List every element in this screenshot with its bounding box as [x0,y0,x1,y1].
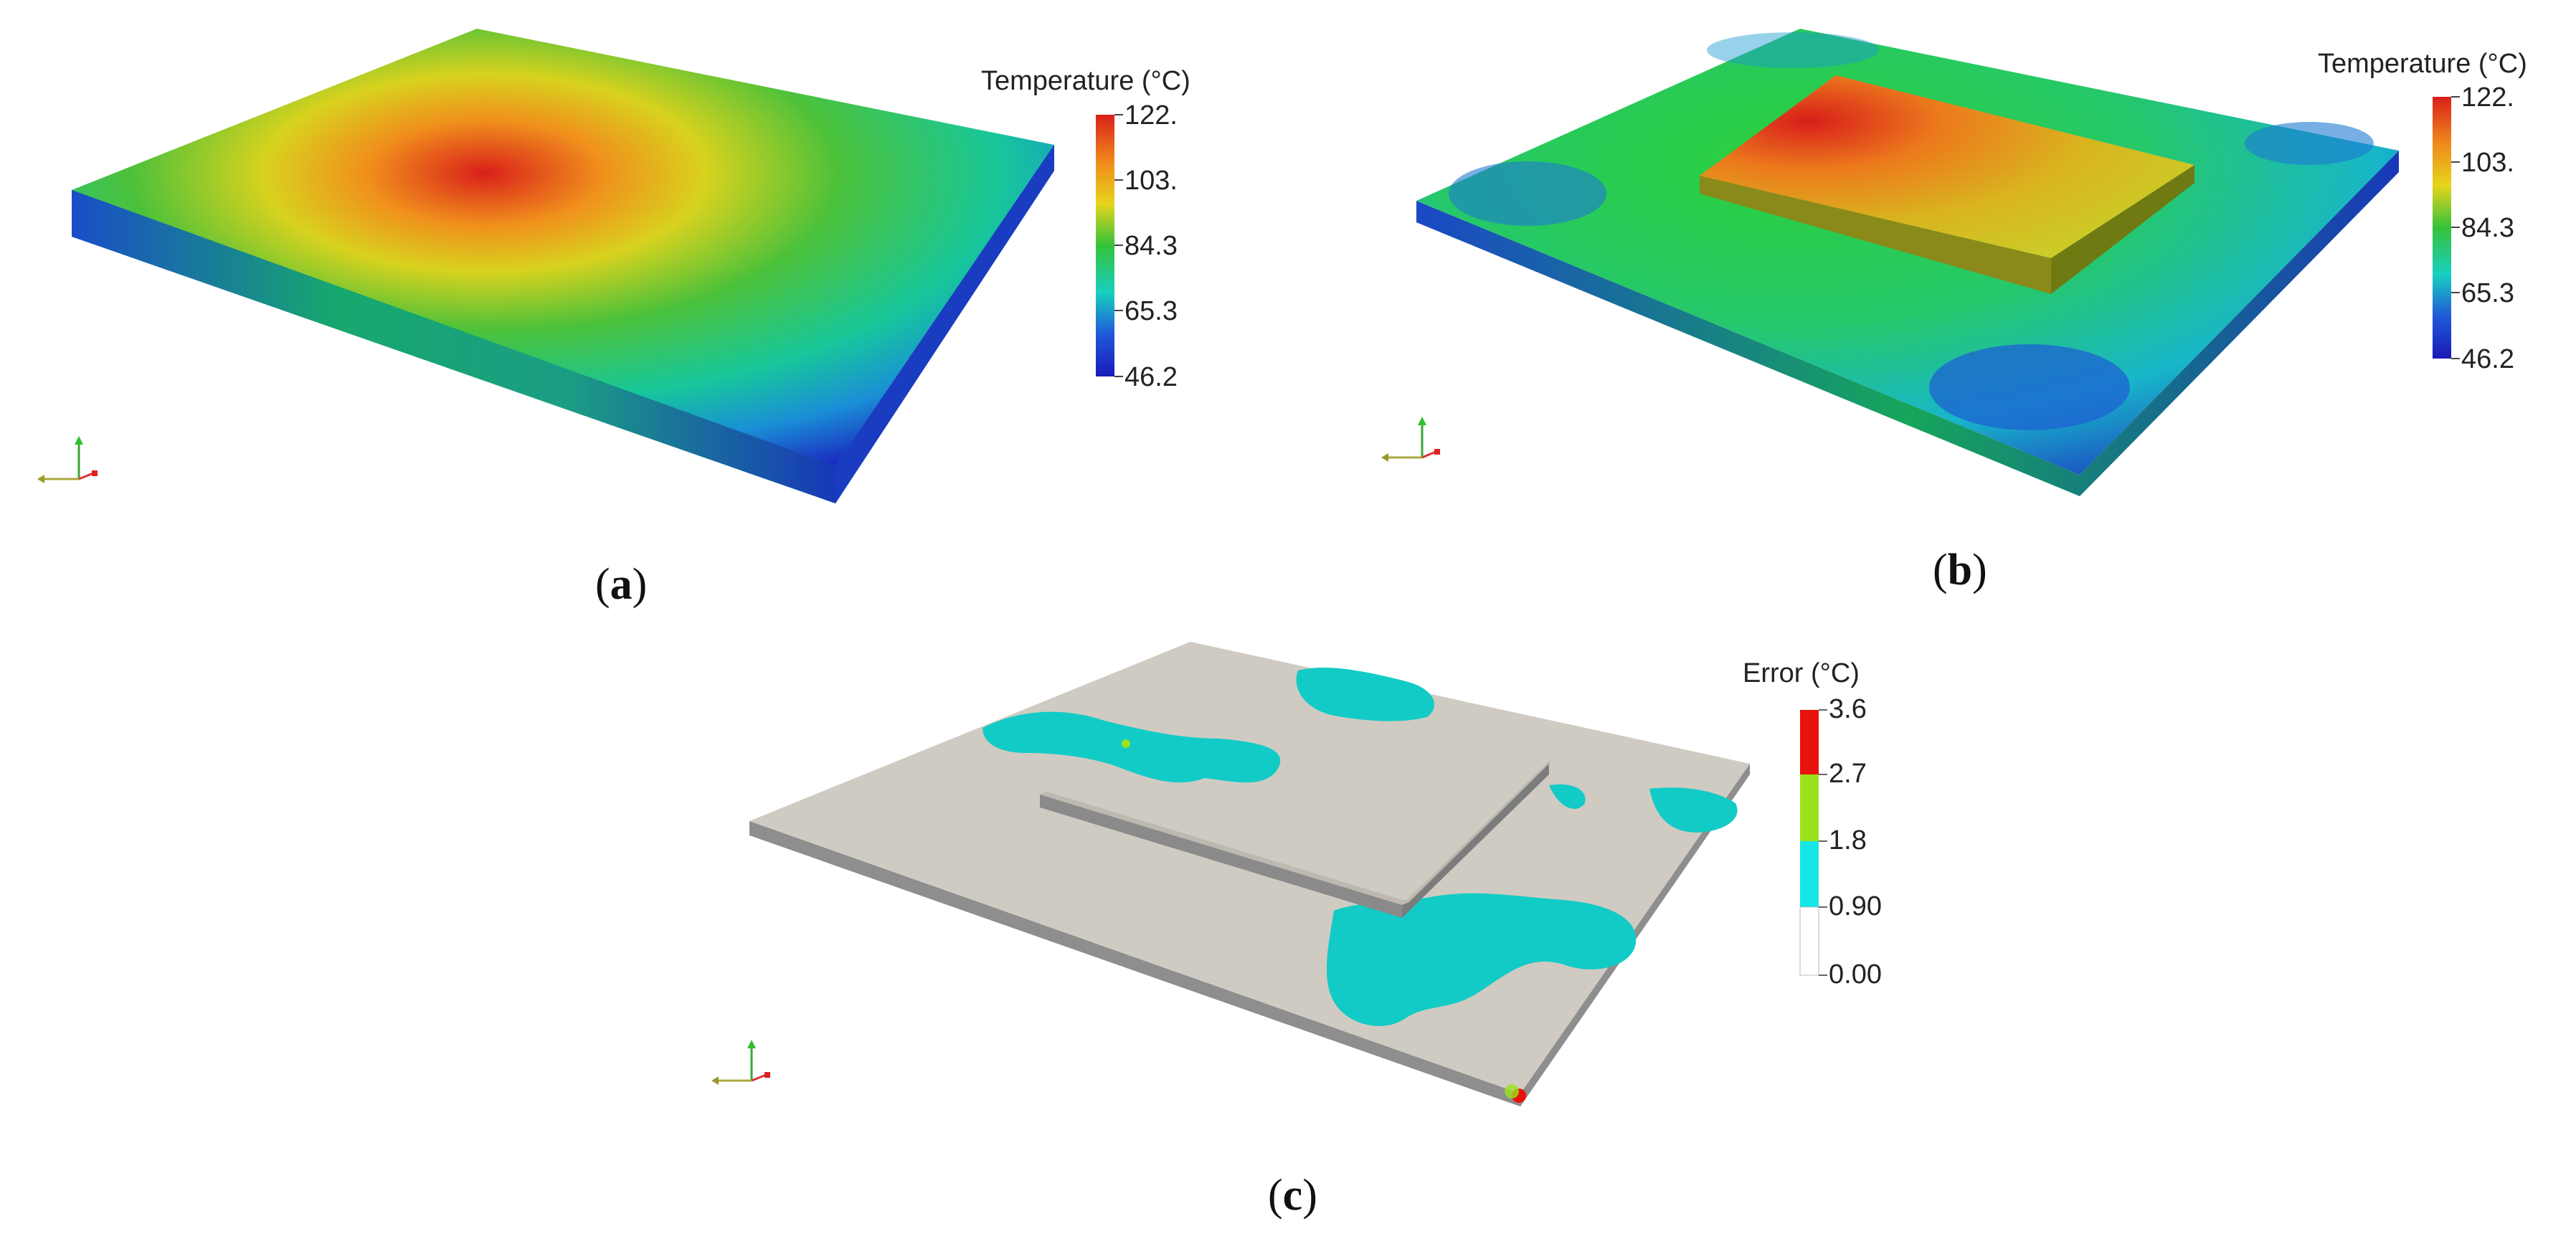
panel-a-legend-title: Temperature (°C) [981,66,1190,96]
panel-a-plate [72,29,1054,503]
panel-b-tick-1: 122. [2461,82,2514,113]
panel-b-tick-2: 103. [2461,148,2514,178]
panel-a-plate-right-face [835,145,1054,503]
panel-b-axes-triad [1381,417,1440,462]
panel-c-plate [749,642,1750,1106]
panel-b-tick-4: 65.3 [2461,278,2514,308]
panel-a-plate-top [72,29,1054,466]
panel-c-tick-2: 2.7 [1829,759,1867,789]
colorbar-b [2433,96,2460,359]
panel-c-tick-1: 3.6 [1829,694,1867,724]
caption-c: (c) [1268,1171,1317,1220]
panel-c-tick-3: 1.8 [1829,825,1867,855]
panel-a-plate-front-face [72,190,835,503]
panel-a-axes-triad [37,436,98,483]
panel-b-legend-title: Temperature (°C) [2318,49,2527,79]
caption-b: (b) [1933,546,1987,594]
panel-a-tick-1: 122. [1124,100,1178,131]
panel-b-plate [1416,29,2399,496]
panel-a-tick-4: 65.3 [1124,296,1178,326]
panel-a-tick-3: 84.3 [1124,231,1178,261]
caption-a: (a) [595,560,648,609]
panel-a-tick-5: 46.2 [1124,362,1178,392]
panel-c-tick-4: 0.90 [1829,891,1882,921]
panel-c-axes-triad [711,1040,770,1085]
colorbar-c [1799,709,1827,976]
panel-b-plate-side [1416,151,2399,496]
colorbar-a [1096,114,1123,377]
panel-c-fin [1040,760,1553,918]
panel-b-chip [1700,75,2194,294]
panel-c-tick-5: 0.00 [1829,959,1882,990]
panel-c-legend-title: Error (°C) [1743,658,1860,688]
panel-b-tick-5: 46.2 [2461,344,2514,374]
panel-b-tick-3: 84.3 [2461,213,2514,243]
panel-a-tick-2: 103. [1124,166,1178,196]
